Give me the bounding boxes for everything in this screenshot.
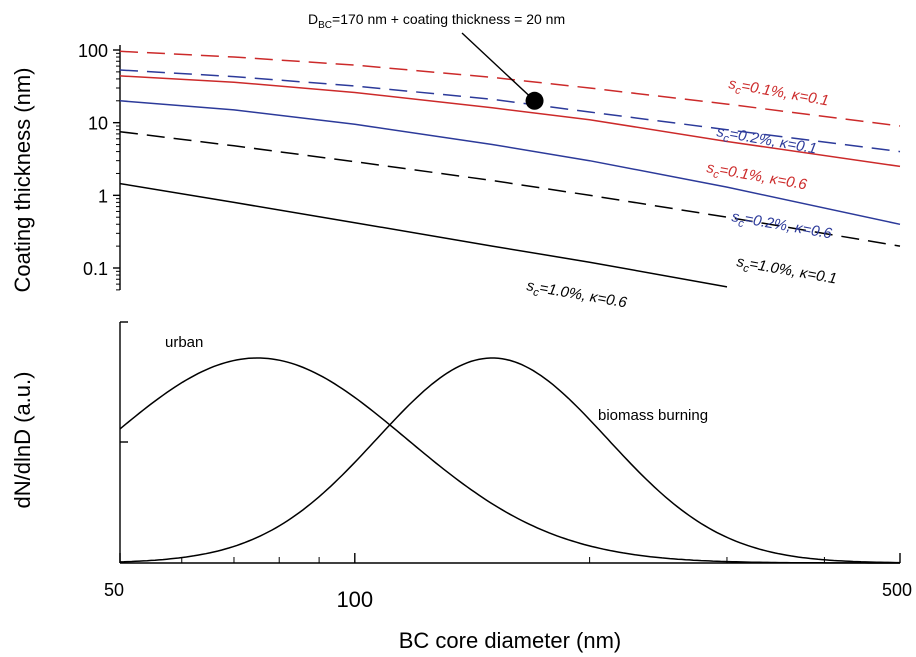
x-tick-label: 50: [104, 580, 124, 600]
series-group-top: [119, 50, 901, 288]
series-label-1: sc=0.1%, κ=0.1: [727, 75, 830, 112]
y-tick-label: 100: [78, 41, 108, 61]
y-tick-label: 1: [98, 186, 108, 206]
y-axis-title-bottom: dN/dlnD (a.u.): [10, 372, 35, 509]
highlight-point: [525, 91, 544, 110]
y-ticks-top: 100 10 1 0.1: [78, 41, 120, 291]
series-line-3: [119, 75, 901, 168]
distribution-curve-2: [119, 357, 900, 564]
series-line-4: [119, 100, 901, 226]
x-tick-label: 100: [336, 587, 373, 612]
y-tick-label: 10: [88, 114, 108, 134]
y-tick-label: 0.1: [83, 259, 108, 279]
series-label-2: sc=0.2%, κ=0.1: [715, 123, 818, 160]
y-axis-title-top: Coating thickness (nm): [10, 68, 35, 293]
series-line-1: [119, 50, 901, 127]
series-label-4: sc=0.2%, κ=0.6: [730, 208, 834, 245]
annotation-leader-line: [461, 32, 536, 102]
series-label-6: sc=1.0%, κ=0.6: [525, 277, 629, 314]
ticks-bottom: 50 100 500: [104, 321, 912, 612]
x-tick-label: 500: [882, 580, 912, 600]
distribution-label: biomass burning: [598, 407, 708, 424]
series-line-2: [119, 69, 901, 153]
series-label-5: sc=1.0%, κ=0.1: [735, 253, 838, 290]
annotation-group: DBC=170 nm + coating thickness = 20 nm: [308, 11, 565, 110]
size-distribution-panel: 50 100 500 urban biomass burning dN/dlnD (a…: [10, 321, 912, 653]
series-line-6: [119, 182, 728, 288]
series-line-5: [119, 130, 901, 247]
x-axis-title: BC core diameter (nm): [399, 628, 622, 653]
distribution-curve-1: [119, 357, 900, 564]
distribution-label: urban: [165, 334, 203, 351]
series-label-3: sc=0.1%, κ=0.6: [705, 159, 809, 196]
series-group-bottom: urban biomass burning: [119, 334, 900, 564]
annotation-text: DBC=170 nm + coating thickness = 20 nm: [308, 11, 565, 31]
